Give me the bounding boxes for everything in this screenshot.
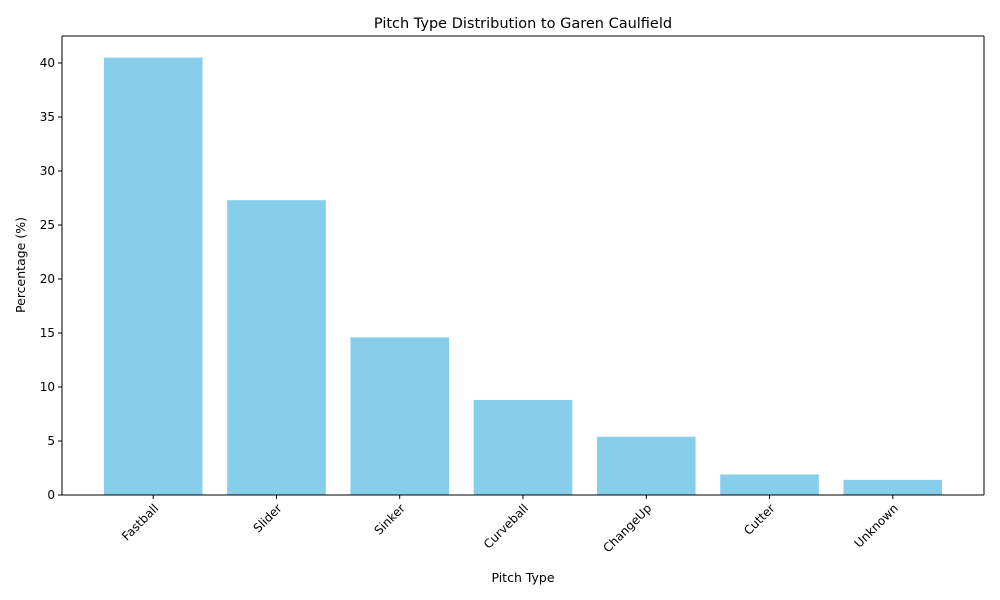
y-tick-label-20: 20 [40, 272, 55, 286]
bar-fastball [103, 57, 203, 495]
y-tick-label-40: 40 [40, 56, 55, 70]
chart-title: Pitch Type Distribution to Garen Caulfie… [374, 16, 672, 32]
bar-unknown [843, 479, 943, 495]
y-tick-label-5: 5 [47, 434, 55, 448]
bar-sinker [350, 337, 450, 495]
y-tick-label-35: 35 [40, 110, 55, 124]
x-tick-label-sinker: Sinker [372, 501, 408, 537]
y-axis-label: Percentage (%) [13, 217, 28, 313]
x-tick-label-fastball: Fastball [119, 501, 161, 543]
x-tick-label-changeup: ChangeUp [600, 501, 654, 555]
y-tick-label-25: 25 [40, 218, 55, 232]
y-tick-label-30: 30 [40, 164, 55, 178]
x-tick-label-curveball: Curveball [481, 501, 531, 551]
bar-curveball [473, 399, 573, 495]
y-tick-label-10: 10 [40, 380, 55, 394]
bars-group [103, 57, 943, 495]
x-tick-label-cutter: Cutter [741, 501, 778, 538]
y-tick-label-0: 0 [47, 488, 55, 502]
x-tick-label-slider: Slider [251, 501, 285, 535]
y-tick-label-15: 15 [40, 326, 55, 340]
bar-slider [227, 200, 326, 495]
bar-changeup [596, 436, 696, 495]
x-tick-label-unknown: Unknown [852, 501, 901, 550]
x-axis: Fastball Slider Sinker Curveball ChangeUp Cut… [119, 495, 901, 555]
bar-cutter [720, 474, 819, 495]
y-axis: 0 5 10 15 20 25 30 35 40 [40, 56, 62, 502]
x-axis-label: Pitch Type [491, 570, 554, 585]
